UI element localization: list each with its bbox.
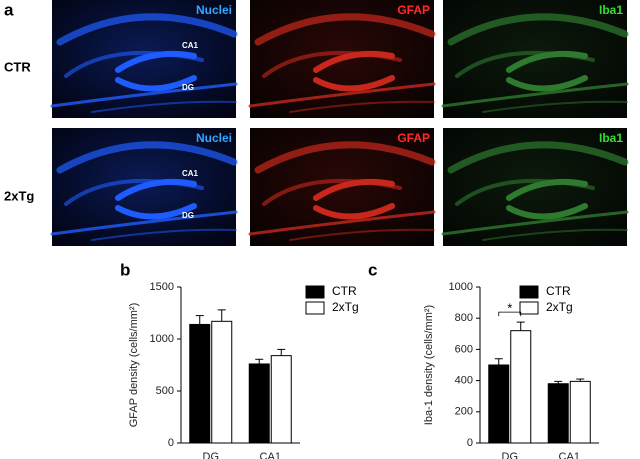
y-axis-label: GFAP density (cells/mm²): [128, 303, 140, 428]
tissue-structure: [506, 178, 588, 201]
y-tick-label: 800: [455, 312, 473, 324]
tissue-structure: [482, 100, 628, 113]
y-tick-label: 1000: [449, 281, 473, 293]
bar: [211, 320, 233, 444]
region-label: DG: [182, 83, 194, 92]
bar: [569, 380, 591, 444]
region-label: CA1: [182, 41, 199, 50]
panel-label: b: [120, 260, 130, 279]
legend-label: CTR: [332, 284, 357, 298]
tissue-structure: [447, 13, 629, 46]
tissue-structure: [254, 13, 436, 46]
significance-mark: *: [507, 301, 512, 316]
bar: [248, 363, 270, 444]
tissue-structure: [248, 82, 436, 108]
y-tick-label: 1500: [150, 281, 174, 293]
tissue-structure: [313, 75, 395, 92]
region-label: DG: [182, 211, 194, 220]
channel-label: Nuclei: [196, 131, 232, 145]
tissue-structure: [313, 178, 395, 201]
tissue-structure: [56, 141, 238, 174]
row-label: CTR: [4, 59, 31, 74]
legend-swatch: [519, 301, 539, 315]
channel-label: GFAP: [397, 3, 430, 17]
micrograph: Nuclei CA1 DG: [50, 128, 238, 246]
tissue-structure: [91, 100, 237, 113]
x-tick-label: DG: [203, 451, 220, 459]
legend-label: CTR: [546, 284, 571, 298]
tissue-structure: [313, 203, 395, 220]
y-tick-label: 200: [455, 406, 473, 418]
y-tick-label: 0: [467, 437, 473, 449]
row-label: 2xTg: [4, 188, 34, 203]
tissue-structure: [115, 75, 197, 92]
panel-label: a: [4, 0, 14, 19]
tissue-structure: [115, 203, 197, 220]
x-tick-label: CA1: [260, 451, 281, 459]
tissue-structure: [506, 75, 588, 92]
channel-label: Iba1: [599, 131, 623, 145]
tissue-structure: [50, 82, 238, 108]
bar: [270, 355, 292, 444]
y-tick-label: 600: [455, 343, 473, 355]
tissue-structure: [248, 210, 436, 236]
tissue-structure: [115, 178, 197, 201]
tissue-structure: [289, 228, 435, 241]
tissue-structure: [91, 228, 237, 241]
tissue-structure: [50, 210, 238, 236]
bar: [189, 323, 211, 444]
x-tick-label: DG: [502, 451, 519, 459]
legend-swatch: [305, 301, 325, 315]
tissue-structure: [447, 141, 629, 174]
tissue-structure: [56, 13, 238, 46]
tissue-structure: [441, 82, 629, 108]
micrograph: GFAP: [248, 128, 436, 246]
tissue-structure: [506, 50, 588, 73]
panel-label: c: [368, 260, 377, 279]
y-tick-label: 500: [156, 385, 174, 397]
micrograph: Nuclei CA1 DG: [50, 0, 238, 118]
channel-label: GFAP: [397, 131, 430, 145]
tissue-structure: [441, 210, 629, 236]
x-tick-label: CA1: [559, 451, 580, 459]
micrograph: Iba1: [441, 0, 629, 118]
legend-swatch: [305, 285, 325, 299]
tissue-structure: [289, 100, 435, 113]
y-tick-label: 0: [168, 437, 174, 449]
region-label: CA1: [182, 169, 199, 178]
legend-label: 2xTg: [332, 300, 359, 314]
channel-label: Iba1: [599, 3, 623, 17]
significance-bracket: [498, 311, 522, 317]
micrograph: Iba1: [441, 128, 629, 246]
y-tick-label: 400: [455, 375, 473, 387]
legend-label: 2xTg: [546, 300, 573, 314]
micrograph: GFAP: [248, 0, 436, 118]
bar: [510, 330, 532, 444]
tissue-structure: [313, 50, 395, 73]
bar: [547, 383, 569, 444]
y-tick-label: 1000: [150, 333, 174, 345]
tissue-structure: [254, 141, 436, 174]
tissue-structure: [482, 228, 628, 241]
legend-swatch: [519, 285, 539, 299]
tissue-structure: [115, 50, 197, 73]
bar: [488, 364, 510, 444]
tissue-structure: [506, 203, 588, 220]
channel-label: Nuclei: [196, 3, 232, 17]
y-axis-label: Iba-1 density (cells/mm²): [423, 305, 435, 425]
